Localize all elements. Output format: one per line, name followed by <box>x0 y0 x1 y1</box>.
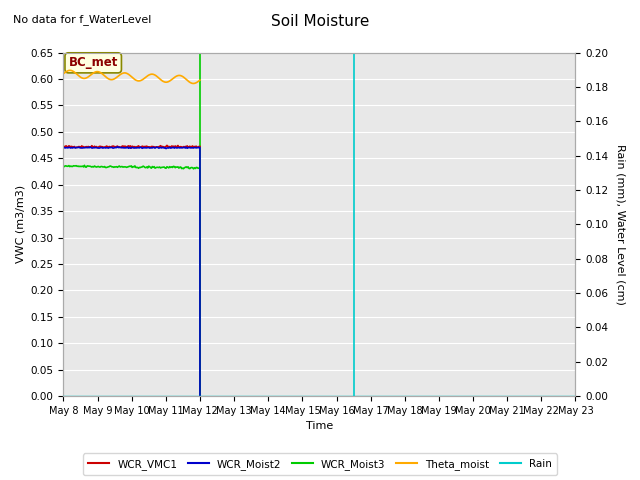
Legend: WCR_VMC1, WCR_Moist2, WCR_Moist3, Theta_moist, Rain: WCR_VMC1, WCR_Moist2, WCR_Moist3, Theta_… <box>83 454 557 475</box>
Y-axis label: Rain (mm), Water Level (cm): Rain (mm), Water Level (cm) <box>615 144 625 305</box>
Text: No data for f_WaterLevel: No data for f_WaterLevel <box>13 14 151 25</box>
Text: BC_met: BC_met <box>68 56 118 69</box>
X-axis label: Time: Time <box>306 421 333 432</box>
Y-axis label: VWC (m3/m3): VWC (m3/m3) <box>15 185 25 264</box>
Text: Soil Moisture: Soil Moisture <box>271 14 369 29</box>
